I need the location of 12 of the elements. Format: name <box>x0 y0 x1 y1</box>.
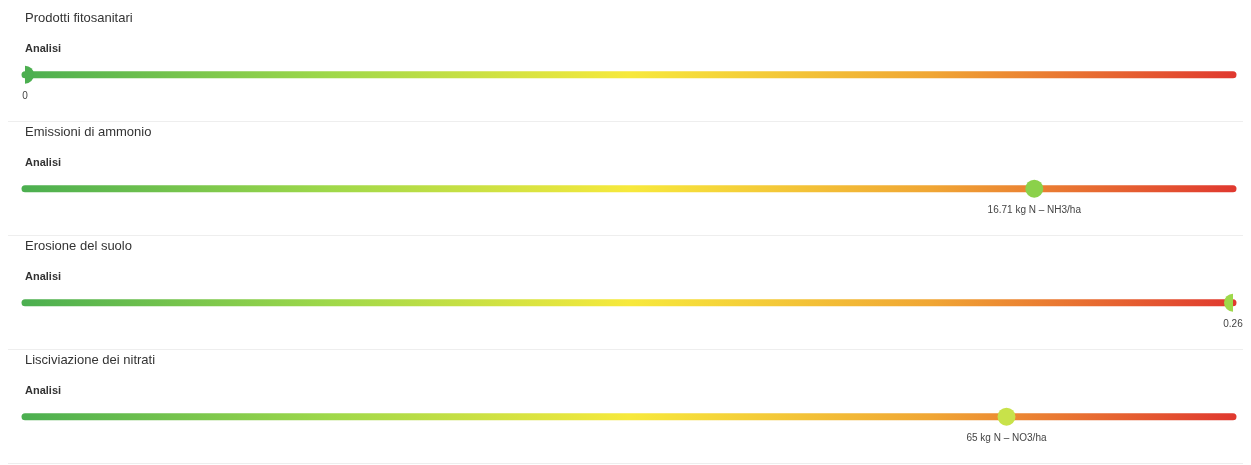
text: Emissioni di ammonio <box>24 123 153 141</box>
text: Lisciviazione dei nitrati <box>24 351 157 369</box>
text: Analisi <box>24 155 63 170</box>
text: Analisi <box>24 383 63 398</box>
text: Analisi <box>24 41 63 56</box>
data-label: 0 <box>22 89 29 101</box>
text: Erosione del suolo <box>24 237 133 255</box>
text: Analisi <box>24 269 63 284</box>
data-label: 16.71 kg N – NH3/ha <box>987 203 1082 215</box>
data-label: 65 kg N – NO3/ha <box>966 431 1047 443</box>
text: Prodotti fitosanitari <box>24 9 134 27</box>
data-label: 0.26 <box>1223 317 1244 329</box>
